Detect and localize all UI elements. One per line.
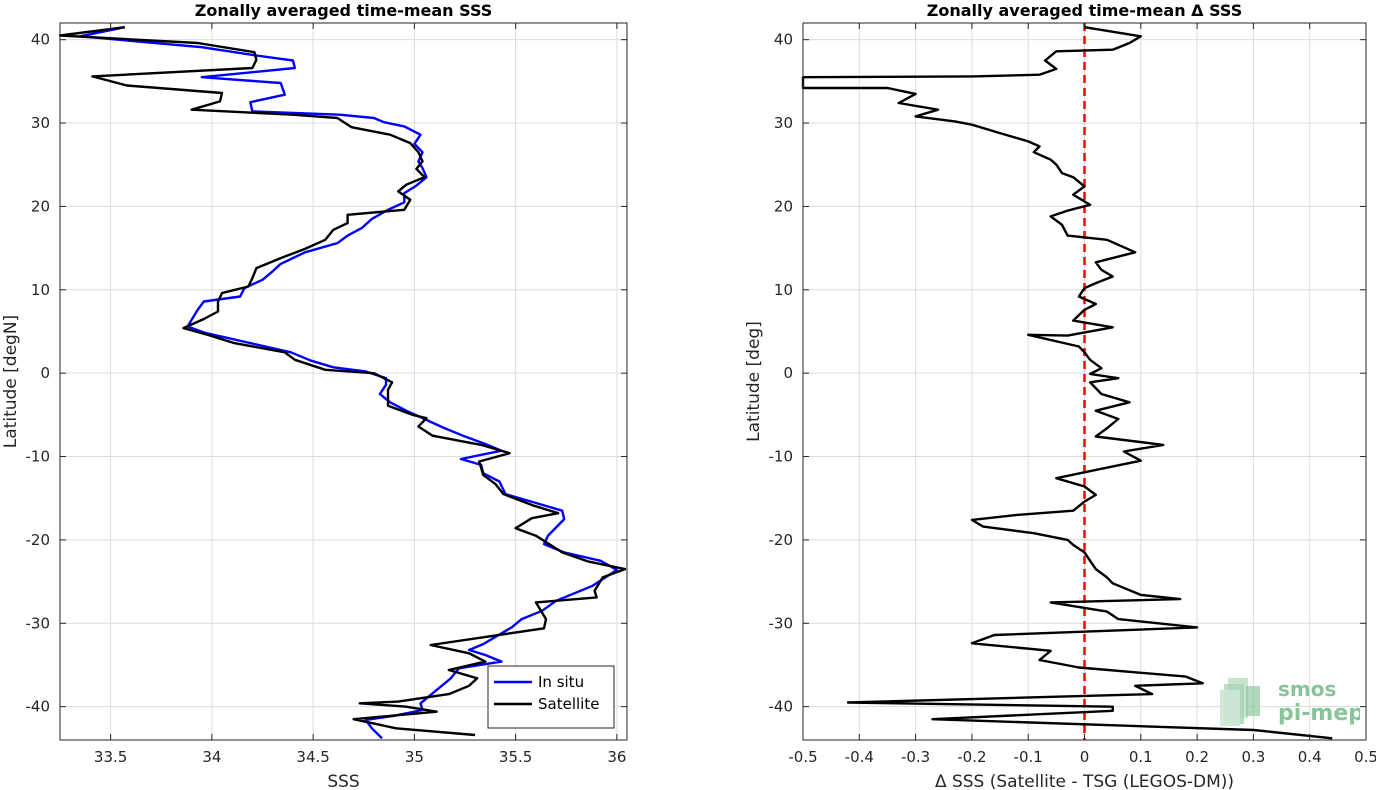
x-tick-label: 35 [405, 748, 424, 766]
y-tick-label: -30 [769, 614, 794, 632]
x-tick-label: 0 [1080, 748, 1090, 766]
x-tick-label: 34 [202, 748, 221, 766]
legend: In situ Satellite [487, 665, 615, 729]
logo-text-pimep: pi-mep [1278, 701, 1360, 726]
logo-mark-icon [1220, 678, 1260, 726]
y-axis-label: Latitude [deg] [744, 321, 764, 442]
x-tick-label: 36 [607, 748, 626, 766]
x-tick-label: 0.4 [1298, 748, 1322, 766]
x-axis-label: SSS [327, 772, 359, 790]
legend-entry: Satellite [538, 695, 599, 713]
x-tick-label: -0.3 [901, 748, 930, 766]
y-tick-label: 40 [31, 31, 50, 49]
x-tick-label: 0.3 [1241, 748, 1265, 766]
chart-title: Zonally averaged time-mean SSS [195, 1, 493, 20]
axes-frame [59, 22, 628, 741]
legend-box [487, 665, 615, 729]
x-axis-label: Δ SSS (Satellite - TSG (LEGOS-DM)) [935, 772, 1234, 790]
delta-sss-series-line [801, 26, 1333, 740]
x-tick-label: -0.4 [845, 748, 874, 766]
x-tick-label: -0.5 [788, 748, 817, 766]
y-tick-label: 30 [774, 114, 793, 132]
satellite-series-line [58, 26, 627, 737]
y-tick-label: -10 [769, 448, 794, 466]
y-tick-label: -10 [26, 448, 51, 466]
y-axis-label: Latitude [degN] [1, 315, 21, 448]
x-tick-label: 0.5 [1354, 748, 1376, 766]
left-chart-panel: 33.5 34 34.5 35 35.5 36 -40 -30 -20 -10 0 10 20 30 40 Z… [1, 1, 628, 790]
y-tick-label: -40 [769, 698, 794, 716]
smos-pi-mep-logo: smos pi-mep [1220, 677, 1360, 726]
x-tick-label: 0.2 [1185, 748, 1209, 766]
y-tick-label: -30 [26, 614, 51, 632]
y-tick-label: 0 [40, 364, 50, 382]
y-tick-label: -20 [769, 531, 794, 549]
logo-text-smos: smos [1278, 677, 1336, 701]
x-tick-label: 0.1 [1129, 748, 1153, 766]
x-tick-label: 34.5 [296, 748, 329, 766]
legend-entry: In situ [538, 673, 584, 691]
x-tick-label: -0.1 [1014, 748, 1043, 766]
y-tick-label: -40 [26, 698, 51, 716]
y-tick-label: -20 [26, 531, 51, 549]
plot-area [60, 23, 627, 740]
y-tick-label: 10 [31, 281, 50, 299]
y-tick-label: 30 [31, 114, 50, 132]
x-tick-label: -0.2 [957, 748, 986, 766]
x-tick-label: 35.5 [499, 748, 532, 766]
y-tick-label: 10 [774, 281, 793, 299]
chart-title: Zonally averaged time-mean Δ SSS [927, 1, 1243, 20]
y-tick-label: 0 [783, 364, 793, 382]
in-situ-series-line [79, 26, 619, 740]
y-tick-label: 20 [31, 197, 50, 215]
right-chart-panel: -0.5 -0.4 -0.3 -0.2 -0.1 0 0.1 0.2 0.3 0.4 0.5 -40 -… [744, 1, 1376, 790]
x-tick-label: 33.5 [94, 748, 127, 766]
y-tick-label: 20 [774, 197, 793, 215]
y-tick-label: 40 [774, 31, 793, 49]
